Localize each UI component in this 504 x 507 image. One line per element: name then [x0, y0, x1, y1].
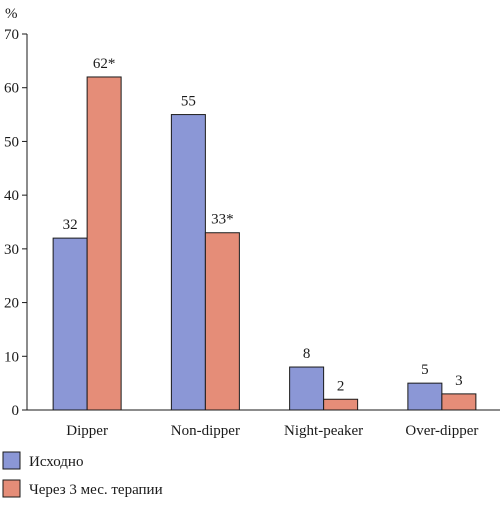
y-tick-label: 40: [4, 188, 19, 204]
y-tick-label: 70: [4, 27, 19, 43]
value-label: 5: [421, 362, 429, 378]
y-tick-label: 20: [4, 296, 19, 312]
bar-dipper-series-1: [52, 237, 88, 411]
bar-over-dipper-series-2: [441, 393, 477, 411]
legend-label: Исходно: [29, 454, 83, 470]
bar-non-dipper-series-1: [170, 114, 206, 411]
category-label: Over-dipper: [405, 423, 478, 439]
legend-swatch: [2, 479, 21, 498]
bar-dipper-series-2: [86, 76, 122, 411]
y-axis-ticks: 0 10 20 30 40 50 60 70: [4, 27, 27, 419]
bar-night-peaker-series-2: [323, 398, 359, 411]
value-label: 3: [455, 373, 463, 389]
category-label: Dipper: [66, 423, 108, 439]
value-label: 8: [303, 346, 311, 362]
bar-non-dipper-series-2: [204, 232, 240, 411]
category-label: Night-peaker: [284, 423, 363, 439]
value-label: 2: [337, 378, 345, 394]
y-tick-label: 0: [12, 403, 20, 419]
y-tick-label: 10: [4, 349, 19, 365]
value-label: 32: [63, 217, 78, 233]
category-labels: Dipper Non-dipper Night-peaker Over-dipper: [66, 423, 478, 439]
bar-over-dipper-series-1: [407, 382, 443, 411]
y-axis-unit-label: %: [5, 6, 18, 22]
y-tick-label: 60: [4, 81, 19, 97]
legend-label: Через 3 мес. терапии: [29, 482, 163, 498]
bars: [52, 76, 477, 411]
value-labels: 32 62* 55 33* 8 2 5 3: [63, 56, 463, 394]
value-label: 62*: [93, 56, 116, 72]
value-label: 55: [181, 94, 196, 110]
y-tick-label: 30: [4, 242, 19, 258]
value-label: 33*: [211, 212, 234, 228]
bar-night-peaker-series-1: [289, 366, 325, 411]
category-label: Non-dipper: [171, 423, 240, 439]
legend-swatch: [2, 451, 21, 470]
legend: Исходно Через 3 мес. терапии: [2, 451, 163, 498]
y-tick-label: 50: [4, 134, 19, 150]
